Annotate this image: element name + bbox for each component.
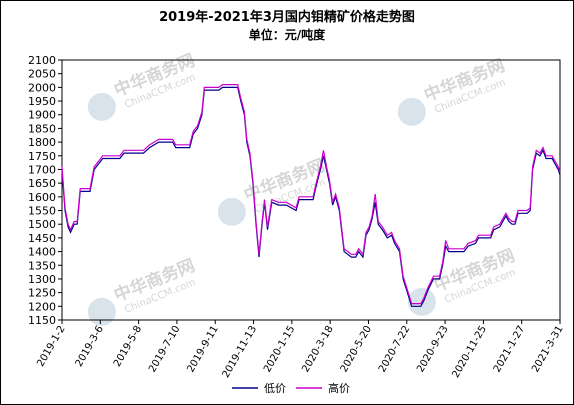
y-tick-label: 1900 [28,109,56,122]
x-tick-label: 2020-7-22 [377,324,412,374]
y-tick-label: 1300 [28,273,56,286]
y-tick-label: 1800 [28,136,56,149]
y-tick-label: 1700 [28,163,56,176]
x-tick-label: 2020-3-18 [300,324,335,374]
legend: 低价 高价 [232,381,350,395]
y-tick-label: 1250 [28,287,56,300]
x-tick-label: 2019-9-11 [185,324,220,374]
y-tick-label: 1400 [28,246,56,259]
x-tick-label: 2021-3-31 [530,324,565,374]
x-tick-label: 2021-1-27 [492,324,527,374]
x-tick-label: 2020-5-20 [339,324,374,374]
x-tick-label: 2020-9-23 [415,324,450,374]
y-tick-label: 1150 [28,314,56,327]
y-tick-label: 1500 [28,218,56,231]
legend-label: 高价 [328,381,350,395]
y-tick-label: 2050 [28,68,56,81]
legend-label: 低价 [264,382,286,395]
y-tick-label: 1450 [28,232,56,245]
x-tick-label: 2019-5-8 [112,324,144,369]
x-tick-label: 2019-3-6 [74,324,106,369]
x-tick-label: 2020-1-15 [262,324,297,374]
y-tick-label: 1650 [28,177,56,190]
series-line-low [61,86,561,307]
chart-subtitle: 单位：元/吨度 [248,28,326,42]
y-tick-label: 1350 [28,259,56,272]
y-tick-label: 1550 [28,205,56,218]
plot-area [61,59,561,321]
globe-logo-icon [397,97,426,126]
y-tick-label: 2100 [28,54,56,67]
y-tick-label: 1850 [28,122,56,135]
y-tick-label: 1750 [28,150,56,163]
x-tick-label: 2019-11-13 [221,324,260,380]
x-tick-label: 2020-11-25 [450,324,489,380]
chart-title: 2019年-2021年3月国内钼精矿价格走势图 [159,10,415,25]
y-tick-label: 1200 [28,300,56,313]
series-layer [61,83,561,307]
y-tick-label: 1600 [28,191,56,204]
globe-logo-icon [87,92,116,121]
x-tick-label: 2019-1-2 [35,324,67,369]
globe-logo-icon [87,297,116,326]
globe-logo-icon [217,197,246,226]
y-tick-label: 2000 [28,81,56,94]
x-tick-label: 2019-7-10 [147,324,182,374]
y-tick-label: 1950 [28,95,56,108]
series-line-high [61,83,561,305]
